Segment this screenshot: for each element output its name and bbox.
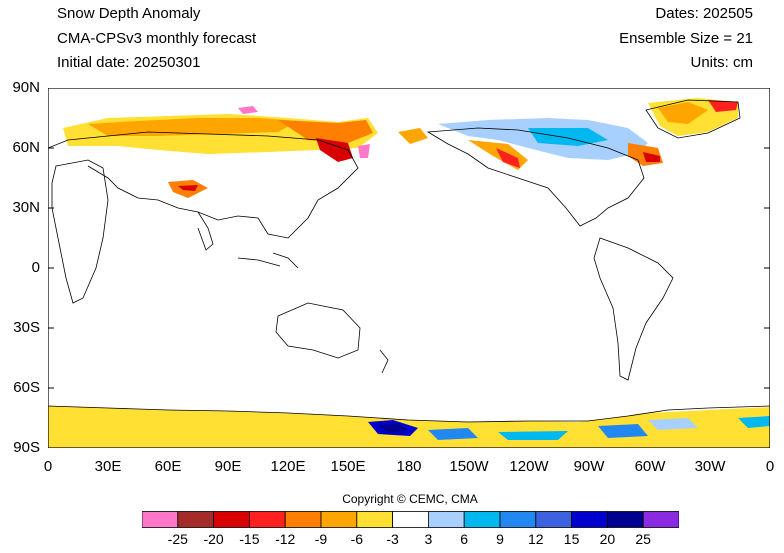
lat-label-0: 0 (31, 259, 40, 276)
colorbar-swatch (249, 511, 286, 528)
colorbar-label: 3 (424, 531, 433, 547)
colorbar-swatch (463, 511, 501, 528)
title: Snow Depth Anomaly (57, 5, 201, 22)
lat-label-30n: 30N (12, 199, 40, 216)
lon-label-0-end: 0 (765, 458, 775, 475)
colorbar-swatch (499, 511, 537, 528)
lat-label-90n: 90N (12, 79, 40, 96)
colorbar-swatch (177, 511, 214, 528)
colorbar-label: 9 (496, 531, 504, 547)
initial-date: Initial date: 20250301 (57, 54, 201, 71)
lon-label-150w: 150W (449, 458, 489, 475)
colorbar-swatch (392, 511, 429, 528)
forecast-dates: Dates: 202505 (655, 5, 753, 22)
lon-label-0: 0 (43, 458, 53, 475)
colorbar-label: 15 (563, 531, 580, 547)
colorbar (142, 511, 679, 528)
colorbar-label: -20 (203, 531, 224, 547)
colorbar-label: -3 (386, 531, 399, 547)
colorbar-swatch (356, 511, 394, 528)
lon-label-180: 180 (396, 458, 422, 475)
lon-label-60w: 60W (634, 458, 666, 475)
colorbar-label: 20 (599, 531, 616, 547)
snow-anomaly-map (48, 88, 770, 448)
copyright-notice: Copyright © CEMC, CMA (342, 492, 478, 506)
colorbar-swatch (571, 511, 608, 528)
lat-label-90s: 90S (13, 439, 40, 456)
colorbar-label: -9 (314, 531, 328, 547)
colorbar-swatch (284, 511, 322, 528)
lon-label-30e: 30E (94, 458, 122, 475)
colorbar-label: -15 (239, 531, 260, 547)
colorbar-label: -6 (350, 531, 364, 547)
lon-label-90w: 90W (573, 458, 605, 475)
axis-ticks (48, 88, 770, 448)
colorbar-swatch (606, 511, 644, 528)
lon-label-120w: 120W (509, 458, 549, 475)
lon-label-60e: 60E (154, 458, 182, 475)
colorbar-label: 12 (528, 531, 544, 547)
colorbar-swatch (535, 511, 572, 528)
colorbar-label: -12 (275, 531, 296, 547)
units-label: Units: cm (690, 54, 753, 71)
lon-label-120e: 120E (270, 458, 306, 475)
lat-label-30s: 30S (13, 319, 40, 336)
lat-label-60n: 60N (12, 139, 40, 156)
lat-label-60s: 60S (13, 379, 40, 396)
colorbar-label: 6 (460, 531, 469, 547)
lon-label-150e: 150E (330, 458, 366, 475)
colorbar-label: 25 (635, 531, 651, 547)
colorbar-swatch (142, 511, 179, 528)
coastlines (48, 99, 770, 423)
colorbar-label: -25 (167, 531, 188, 547)
model-name: CMA-CPSv3 monthly forecast (57, 30, 257, 47)
lon-label-90e: 90E (214, 458, 242, 475)
colorbar-swatch (642, 511, 679, 528)
colorbar-swatch (427, 511, 465, 528)
lon-label-30w: 30W (694, 458, 726, 475)
colorbar-swatch (213, 511, 250, 528)
ensemble-size: Ensemble Size = 21 (619, 30, 753, 47)
colorbar-swatch (320, 511, 358, 528)
